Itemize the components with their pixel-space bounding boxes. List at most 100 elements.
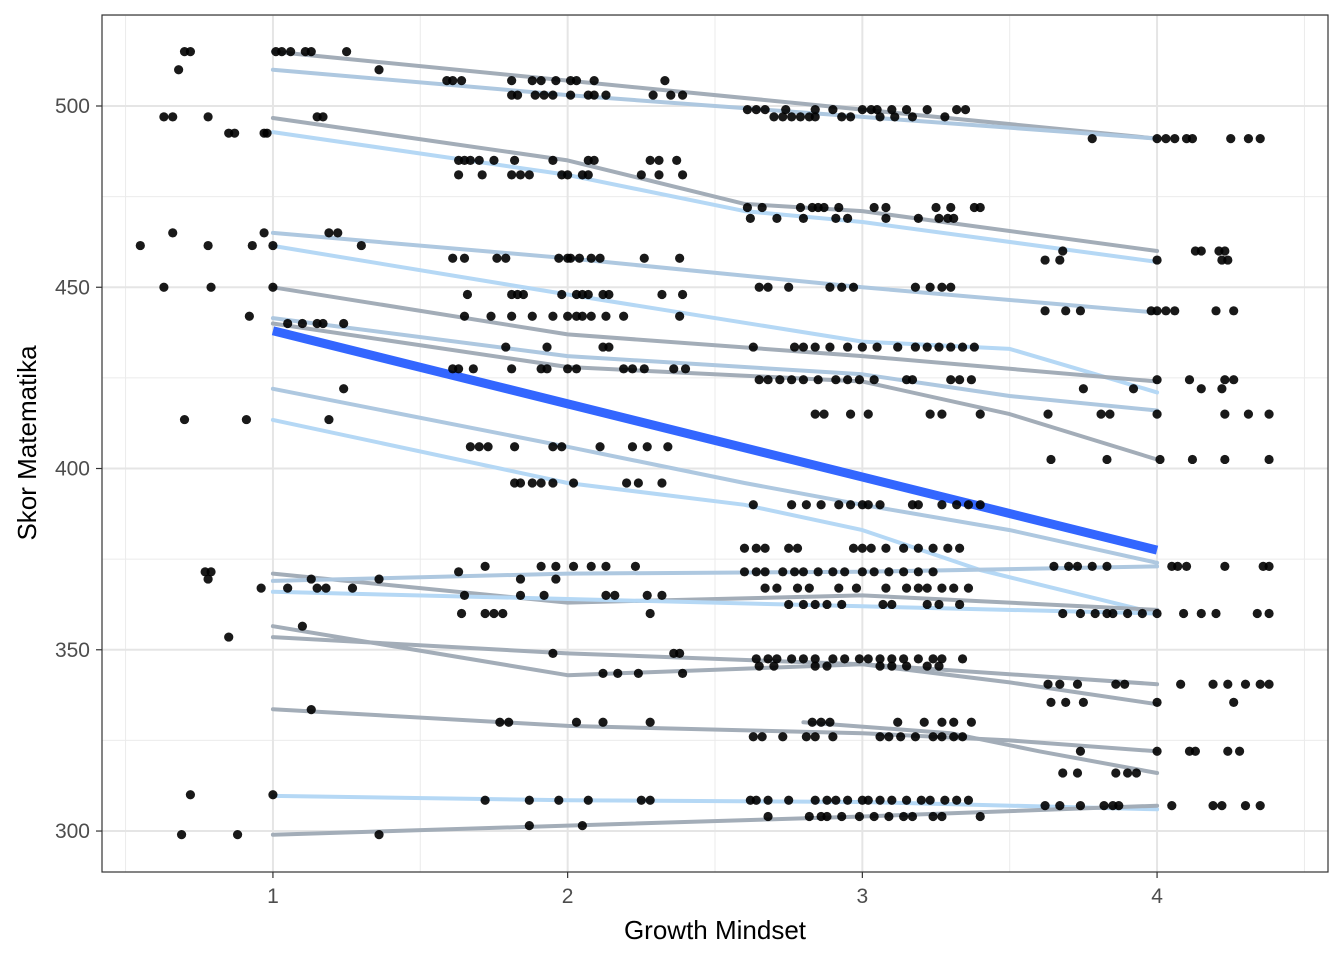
data-point	[913, 583, 923, 593]
data-point	[1046, 697, 1056, 707]
data-point	[657, 289, 667, 300]
data-point	[843, 795, 853, 805]
data-point	[1152, 746, 1162, 756]
data-point	[875, 795, 885, 805]
data-point	[934, 213, 944, 223]
data-point	[639, 253, 649, 263]
data-point	[754, 375, 764, 385]
data-point	[1187, 134, 1198, 144]
data-point	[751, 543, 761, 553]
data-point	[1223, 255, 1233, 265]
data-point	[1220, 561, 1230, 571]
data-point	[1040, 306, 1050, 316]
data-point	[875, 500, 885, 510]
data-point	[887, 654, 897, 664]
data-point	[527, 478, 537, 488]
data-point	[657, 590, 667, 600]
data-point	[571, 364, 582, 374]
data-point	[901, 661, 912, 671]
data-point	[666, 90, 676, 100]
data-point	[840, 654, 850, 664]
data-point	[807, 717, 817, 727]
data-point	[857, 543, 867, 553]
data-point	[680, 364, 691, 374]
group-trend-line	[270, 67, 1160, 141]
data-point	[321, 583, 331, 593]
data-point	[928, 543, 938, 553]
data-point	[810, 409, 820, 419]
data-point	[955, 599, 965, 610]
data-point	[663, 442, 673, 452]
group-lines	[270, 49, 1160, 837]
data-point	[1058, 768, 1068, 778]
group-trend-line	[270, 230, 1160, 315]
data-point	[934, 599, 944, 610]
data-point	[1173, 561, 1183, 571]
data-point	[1255, 801, 1265, 811]
data-point	[910, 342, 921, 352]
data-point	[1264, 608, 1274, 619]
data-point	[875, 112, 885, 122]
data-point	[828, 654, 838, 664]
data-point	[589, 76, 599, 86]
data-point	[159, 282, 169, 292]
y-tick-label: 450	[55, 276, 90, 299]
data-point	[957, 654, 968, 664]
data-point	[613, 668, 623, 678]
data-point	[1255, 679, 1265, 689]
data-point	[742, 105, 753, 115]
data-point	[1058, 246, 1068, 256]
data-point	[881, 543, 891, 553]
data-point	[1046, 454, 1056, 465]
data-point	[757, 202, 767, 213]
data-point	[1243, 409, 1254, 419]
data-point	[837, 282, 847, 292]
data-point	[515, 478, 526, 488]
data-point	[586, 311, 596, 321]
data-point	[863, 500, 873, 510]
data-point	[837, 599, 847, 610]
data-point	[601, 561, 611, 571]
data-point	[1161, 134, 1171, 144]
data-point	[822, 661, 832, 671]
data-point	[946, 342, 956, 352]
data-point	[536, 76, 546, 86]
data-point	[772, 654, 782, 664]
data-point	[751, 654, 761, 664]
data-point	[462, 289, 473, 300]
data-point	[1243, 134, 1254, 144]
data-point	[913, 567, 923, 577]
data-point	[601, 311, 611, 321]
data-point	[845, 500, 856, 510]
data-point	[677, 289, 688, 300]
data-point	[952, 105, 962, 115]
data-point	[268, 790, 278, 800]
data-point	[910, 732, 921, 742]
data-point	[928, 567, 938, 577]
data-point	[542, 364, 552, 374]
data-point	[374, 574, 384, 584]
data-point	[589, 155, 599, 165]
data-point	[872, 105, 882, 115]
data-point	[356, 240, 366, 251]
data-point	[1229, 697, 1239, 707]
data-point	[306, 574, 316, 584]
data-point	[822, 795, 832, 805]
data-point	[893, 342, 903, 352]
data-point	[810, 105, 820, 115]
data-point	[1040, 801, 1050, 811]
data-point	[795, 112, 806, 122]
data-point	[854, 375, 865, 385]
data-point	[509, 155, 520, 165]
x-tick-label: 1	[267, 885, 279, 908]
data-point	[1229, 306, 1239, 316]
data-point	[179, 414, 190, 425]
data-point	[748, 342, 758, 352]
data-point	[1196, 608, 1206, 619]
overall-trend	[271, 326, 1159, 555]
data-point	[515, 170, 526, 180]
group-trend-line	[801, 720, 1160, 775]
data-point	[495, 717, 505, 727]
data-point	[135, 240, 145, 251]
